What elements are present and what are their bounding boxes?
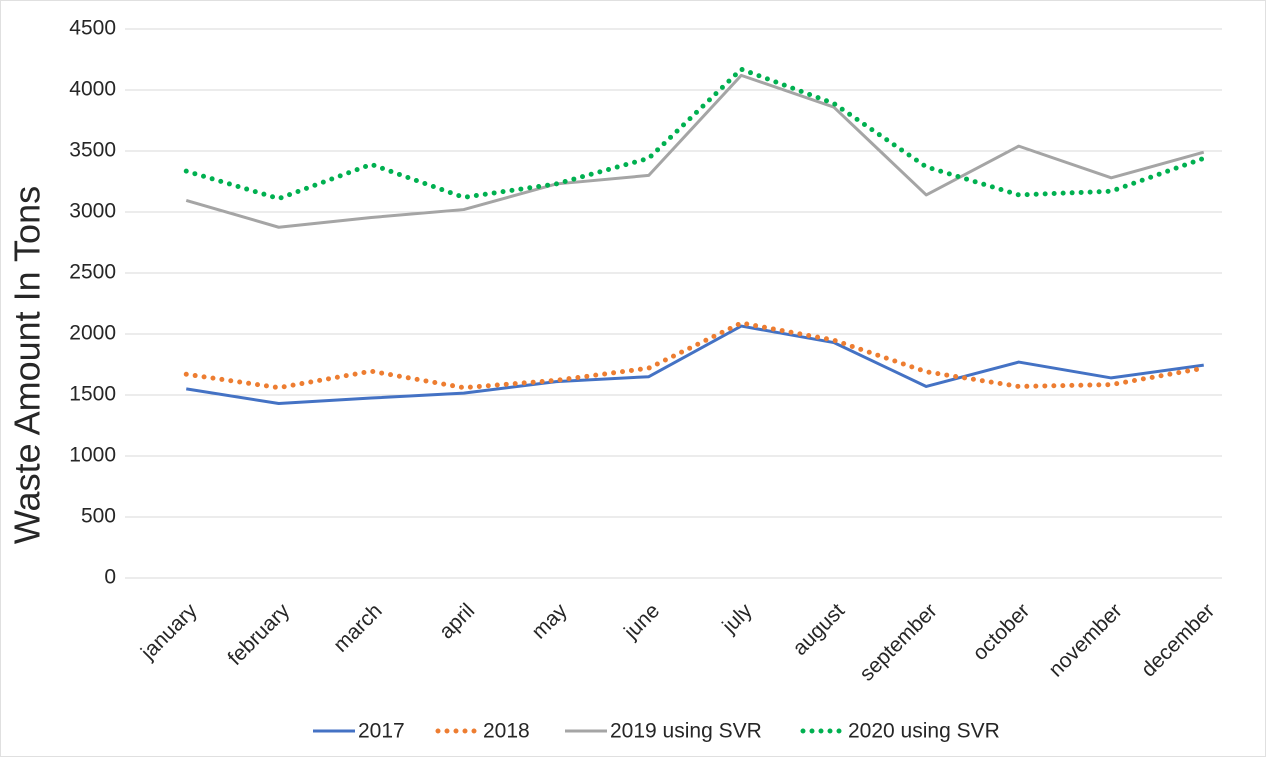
legend-label: 2020 using SVR	[848, 720, 1000, 743]
y-axis-label: Waste Amount In Tons	[7, 186, 48, 544]
y-tick-label: 4000	[69, 78, 116, 101]
y-tick-label: 2000	[69, 322, 116, 345]
y-tick-label: 4500	[69, 17, 116, 40]
y-tick-label: 3000	[69, 200, 116, 223]
y-tick-label: 1500	[69, 383, 116, 406]
y-tick-label: 500	[81, 505, 116, 528]
legend-label: 2019 using SVR	[610, 720, 762, 743]
series-line	[183, 320, 1207, 391]
y-tick-label: 0	[104, 566, 116, 589]
series-line	[186, 324, 1204, 406]
legend-label: 2017	[358, 720, 405, 743]
legend-label: 2018	[483, 720, 530, 743]
y-tick-label: 2500	[69, 261, 116, 284]
y-tick-label: 3500	[69, 139, 116, 162]
y-tick-label: 1000	[69, 444, 116, 467]
series-line	[185, 73, 1205, 229]
series-line	[183, 66, 1207, 202]
